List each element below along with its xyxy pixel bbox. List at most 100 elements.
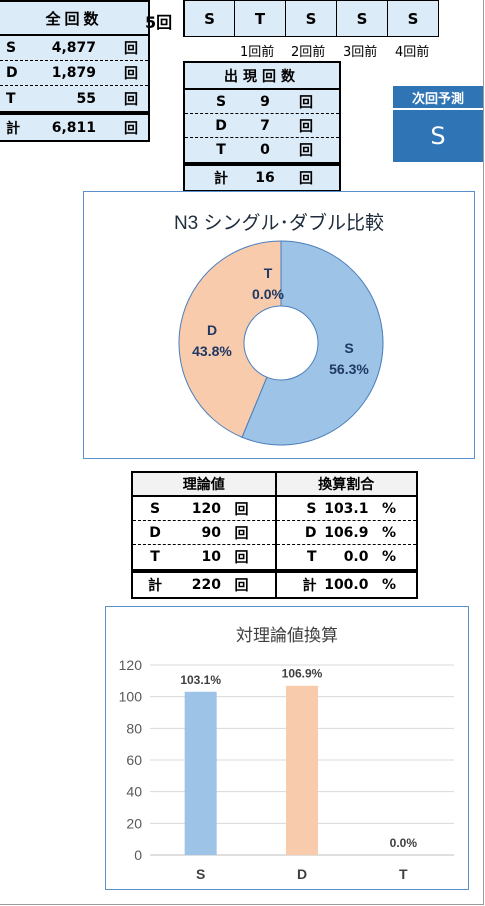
prediction-value[interactable]: S (393, 110, 483, 162)
history-cell-2[interactable]: S (285, 0, 337, 37)
theory-sum-value: 220 (191, 577, 221, 593)
theory-row-unit: 回 (234, 550, 249, 566)
theory-row-key: T (150, 549, 160, 565)
ratio-row-unit: % (381, 500, 396, 517)
bar-y-tick-label: 40 (126, 784, 142, 800)
ratio-row-key: S (306, 500, 317, 517)
ratio-sum-unit: % (381, 577, 396, 593)
occurrence-row-s: S 9 回 (185, 90, 339, 114)
ratio-row-key: T (306, 549, 317, 565)
total-row-key: T (6, 90, 16, 107)
ratio-sum-key: 計 (302, 578, 317, 594)
history-cell-1[interactable]: T (234, 0, 286, 37)
bar-chart-title: 対理論値換算 (236, 626, 338, 645)
total-sum-unit: 回 (124, 120, 138, 137)
theory-right-row-sum: 計 100.0 % (277, 573, 417, 597)
bar-d (286, 685, 318, 855)
bar-chart-svg: 0 20 40 60 80 100 120 103.1% S 106.9% D 0.0% T (119, 657, 454, 882)
bar-s (184, 691, 217, 855)
table-divider (0, 111, 148, 115)
occurrence-row-unit: 回 (299, 143, 313, 159)
total-row-key: D (6, 65, 18, 81)
history-sublabel-4: 4回前 (395, 45, 430, 60)
bar-data-label: 103.1% (180, 673, 221, 687)
occurrence-row-d: D 7 回 (185, 114, 339, 138)
donut-label-value: 56.3% (329, 361, 369, 377)
donut-label-value: 43.8% (192, 343, 232, 359)
total-row-value: 1,879 (51, 65, 96, 81)
donut-label-value: 0.0% (252, 286, 284, 302)
theory-row-value: 90 (201, 524, 221, 541)
occurrence-row-unit: 回 (299, 94, 313, 111)
bar-y-tick-label: 120 (119, 657, 143, 673)
theory-left-row-s: S 120 回 (133, 497, 275, 521)
theory-sum-key: 計 (148, 578, 162, 594)
donut-label-name: T (264, 265, 273, 281)
theory-left-column: 理論値 S 120 回 D 90 回 T 10 回 計 220 回 (133, 473, 275, 597)
occurrence-row-unit: 回 (299, 118, 313, 135)
theory-left-row-sum: 計 220 回 (133, 573, 275, 597)
total-row-sum: 計 6,811 回 (0, 115, 148, 140)
theory-right-row-d: D 106.9 % (276, 521, 416, 545)
bar-y-tick-label: 100 (119, 689, 143, 705)
occurrence-header: 出現回数 (185, 63, 339, 90)
bar-y-tick-label: 80 (126, 720, 142, 736)
bar-x-tick-label: D (297, 866, 307, 882)
total-row-value: 55 (76, 90, 96, 107)
total-row-unit: 回 (124, 91, 138, 108)
history-sublabel-2: 2回前 (291, 45, 326, 60)
bar-data-label: 0.0% (390, 836, 418, 850)
donut-label-name: D (207, 322, 217, 338)
total-count-table: 全回数 S 4,877 回 D 1,879 回 T 55 回 計 6,811 回 (0, 0, 150, 142)
theory-right-row-s: S 103.1 % (276, 497, 416, 521)
theory-row-unit: 回 (234, 525, 249, 542)
total-row-unit: 回 (124, 66, 138, 82)
prediction-panel: 次回予測 S (393, 86, 483, 162)
history-cell-current[interactable]: S (183, 0, 235, 37)
occurrence-row-key: D (215, 117, 227, 134)
total-row-d: D 1,879 回 (0, 61, 148, 86)
bar-data-label: 106.9% (282, 667, 323, 681)
occurrence-sum-unit: 回 (299, 171, 313, 187)
history-strip: S T S S S (183, 0, 439, 37)
bar-x-tick-label: S (196, 866, 205, 882)
occurrence-row-t: T 0 回 (185, 138, 339, 162)
history-cell-4[interactable]: S (387, 0, 439, 37)
history-cell-3[interactable]: S (336, 0, 388, 37)
total-count-header: 全回数 (0, 2, 148, 36)
total-row-t: T 55 回 (0, 86, 148, 111)
bar-chart[interactable]: 対理論値換算 0 20 40 60 80 100 120 103.1% S 106.9% D 0.0%… (105, 606, 469, 890)
donut-chart-title: N3 シングル･ダブル比較 (173, 213, 385, 234)
occurrence-row-key: S (215, 93, 227, 110)
theory-left-row-t: T 10 回 (133, 545, 275, 569)
total-row-unit: 回 (124, 41, 138, 57)
theory-table: 理論値 S 120 回 D 90 回 T 10 回 計 220 回 換算割合 S… (131, 471, 418, 599)
donut-slice-d (178, 240, 282, 438)
prediction-header: 次回予測 (393, 86, 483, 110)
donut-chart[interactable]: N3 シングル･ダブル比較 S 56.3% D 43.8% T 0.0% (83, 191, 475, 459)
theory-row-value: 120 (191, 500, 221, 517)
ratio-row-value: 0.0 (343, 549, 369, 565)
ratio-sum-value: 100.0 (324, 577, 369, 593)
history-sublabel-3: 3回前 (343, 45, 378, 60)
occurrence-sum-key: 計 (214, 171, 228, 187)
theory-row-key: S (149, 500, 161, 517)
donut-chart-svg: S 56.3% D 43.8% T 0.0% (178, 240, 384, 446)
theory-row-key: D (149, 524, 161, 541)
table-divider (133, 569, 275, 573)
theory-right-row-t: T 0.0 % (277, 545, 417, 569)
donut-label-name: S (344, 340, 353, 356)
occurrence-row-value: 7 (260, 117, 270, 134)
ratio-row-value: 103.1 (324, 500, 369, 517)
ratio-row-unit: % (381, 549, 396, 565)
occurrence-table: 出現回数 S 9 回 D 7 回 T 0 回 計 16 回 (183, 61, 341, 192)
bar-y-tick-label: 0 (134, 847, 142, 863)
total-row-s: S 4,877 回 (0, 36, 148, 61)
theory-row-unit: 回 (234, 501, 249, 518)
occurrence-row-sum: 計 16 回 (185, 166, 339, 190)
bar-x-tick-label: T (399, 866, 408, 882)
ratio-row-value: 106.9 (324, 524, 369, 541)
theory-sum-unit: 回 (234, 578, 249, 594)
donut-slice-s (241, 240, 384, 446)
